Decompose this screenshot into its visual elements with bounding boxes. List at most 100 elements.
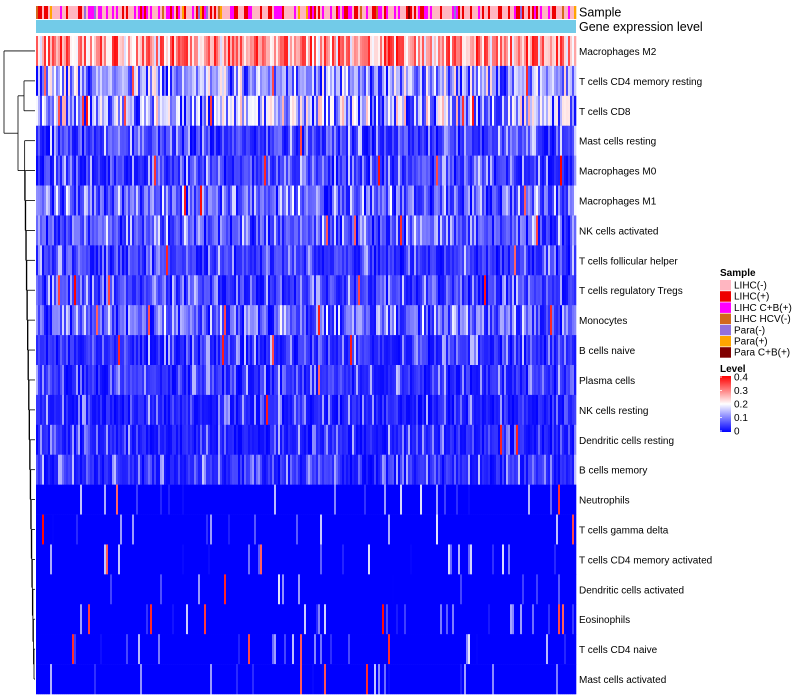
heatmap-cell (326, 125, 329, 156)
heatmap-cell (364, 365, 367, 396)
heatmap-cell (202, 394, 205, 426)
heatmap-cell (566, 424, 569, 456)
heatmap-cell (304, 305, 307, 336)
heatmap-cell (570, 514, 573, 545)
heatmap-cell (140, 185, 143, 216)
heatmap-cell (294, 275, 297, 306)
heatmap-cell (300, 305, 303, 336)
heatmap-cell (154, 335, 157, 366)
heatmap-cell (304, 125, 307, 156)
heatmap-cell (534, 424, 537, 456)
heatmap-cell (198, 245, 201, 276)
heatmap-cell (40, 125, 43, 156)
heatmap-cell (504, 95, 507, 127)
heatmap-cell (228, 335, 231, 366)
heatmap-cell (546, 36, 549, 67)
heatmap-cell (220, 514, 223, 545)
heatmap-cell (86, 245, 89, 276)
heatmap-cell (538, 65, 541, 97)
heatmap-cell (192, 305, 195, 336)
heatmap-cell (352, 454, 355, 485)
heatmap-cell (472, 365, 475, 396)
heatmap-cell (474, 365, 477, 396)
heatmap-cell (446, 514, 449, 545)
sample-annotation-cell (562, 6, 565, 19)
heatmap-cell (564, 95, 567, 127)
heatmap-cell (80, 335, 83, 366)
heatmap-cell (264, 155, 267, 186)
heatmap-cell (374, 484, 377, 515)
heatmap-cell (396, 335, 399, 366)
heatmap-cell (316, 514, 319, 545)
heatmap-cell (92, 454, 95, 485)
heatmap-cell (368, 155, 371, 186)
heatmap-cell (430, 245, 433, 276)
heatmap-cell (180, 394, 183, 426)
heatmap-cell (456, 365, 459, 396)
heatmap-cell (264, 65, 267, 97)
heatmap-cell (58, 185, 61, 216)
heatmap-cell (190, 424, 193, 456)
heatmap-cell (402, 215, 405, 246)
heatmap-cell (252, 125, 255, 156)
heatmap-cell (156, 424, 159, 456)
heatmap-cell (62, 245, 65, 276)
heatmap-cell (568, 484, 571, 515)
heatmap-cell (312, 245, 315, 276)
heatmap-cell (344, 394, 347, 426)
heatmap-cell (418, 424, 421, 456)
heatmap-cell (396, 454, 399, 485)
heatmap-cell (166, 544, 169, 575)
heatmap-cell (266, 275, 269, 306)
heatmap-cell (480, 454, 483, 485)
heatmap-cell (522, 185, 525, 216)
heatmap-cell (550, 155, 553, 186)
heatmap-cell (490, 365, 493, 396)
heatmap-cell (572, 424, 575, 456)
heatmap-cell (522, 365, 525, 396)
heatmap-cell (258, 424, 261, 456)
heatmap-cell (122, 245, 125, 276)
heatmap-cell (214, 394, 217, 426)
heatmap-cell (106, 305, 109, 336)
heatmap-cell (528, 484, 531, 515)
heatmap-cell (72, 454, 75, 485)
sample-annotation-cell (568, 6, 571, 19)
heatmap-cell (138, 365, 141, 396)
heatmap-cell (164, 215, 167, 246)
heatmap-cell (228, 65, 231, 97)
heatmap-cell (148, 155, 151, 186)
heatmap-cell (242, 484, 245, 515)
heatmap-cell (110, 305, 113, 336)
heatmap-cell (280, 155, 283, 186)
heatmap-cell (376, 125, 379, 156)
heatmap-cell (384, 95, 387, 127)
heatmap-cell (416, 305, 419, 336)
heatmap-cell (212, 514, 215, 545)
heatmap-cell (468, 245, 471, 276)
heatmap-cell (220, 305, 223, 336)
heatmap-cell (232, 305, 235, 336)
heatmap-cell (488, 155, 491, 186)
heatmap-cell (424, 514, 427, 545)
heatmap-cell (328, 454, 331, 485)
heatmap-cell (382, 305, 385, 336)
heatmap-cell (282, 275, 285, 306)
heatmap-cell (356, 394, 359, 426)
heatmap-cell (258, 454, 261, 485)
heatmap-cell (288, 514, 291, 545)
heatmap-cell (566, 215, 569, 246)
heatmap-cell (248, 215, 251, 246)
heatmap-cell (534, 95, 537, 127)
heatmap-cell (96, 65, 99, 97)
heatmap-cell (210, 305, 213, 336)
heatmap-cell (328, 95, 331, 127)
heatmap-cell (92, 514, 95, 545)
heatmap-cell (50, 484, 53, 515)
heatmap-cell (96, 394, 99, 426)
heatmap-cell (536, 454, 539, 485)
heatmap-cell (82, 424, 85, 456)
heatmap-cell (218, 185, 221, 216)
heatmap-cell (62, 394, 65, 426)
sample-annotation-cell (118, 6, 121, 19)
